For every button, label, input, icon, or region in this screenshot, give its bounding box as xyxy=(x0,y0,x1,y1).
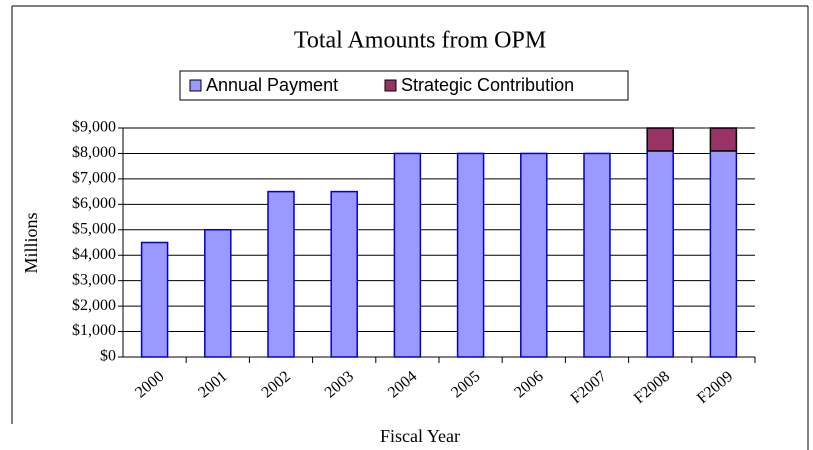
y-tick-label: $4,000 xyxy=(72,246,116,263)
x-tick-label: 2004 xyxy=(385,368,420,402)
bar xyxy=(709,150,738,358)
bar xyxy=(583,152,611,358)
bar xyxy=(456,152,485,358)
bar xyxy=(393,152,422,358)
x-axis-title: Fiscal Year xyxy=(380,426,460,446)
chart-title: Total Amounts from OPM xyxy=(294,28,546,54)
legend-swatch xyxy=(384,79,397,92)
y-tick-label: $8,000 xyxy=(72,144,116,161)
x-tick-label: 2003 xyxy=(322,368,357,402)
y-tick-label: $1,000 xyxy=(72,322,116,339)
y-tick-label: $2,000 xyxy=(72,297,116,314)
y-axis-title: Millions xyxy=(21,212,41,273)
bar xyxy=(140,241,169,358)
bar xyxy=(204,229,232,358)
legend-label: Strategic Contribution xyxy=(401,75,574,95)
bar xyxy=(646,127,674,152)
x-tick-label: F2009 xyxy=(694,368,736,407)
x-tick-label: F2007 xyxy=(568,368,610,407)
x-tick-label: 2005 xyxy=(448,368,483,402)
y-tick-label: $7,000 xyxy=(72,170,116,187)
y-tick-label: $3,000 xyxy=(72,271,116,288)
y-tick-label: $0 xyxy=(100,348,116,365)
x-tick-label: 2002 xyxy=(258,368,293,402)
bar xyxy=(267,190,295,358)
legend-swatch xyxy=(189,79,202,92)
legend-label: Annual Payment xyxy=(206,75,338,95)
y-tick-label: $9,000 xyxy=(72,119,116,136)
bar xyxy=(646,150,674,358)
bar xyxy=(709,127,738,152)
y-tick-label: $6,000 xyxy=(72,195,116,212)
x-tick-label: 2006 xyxy=(511,368,546,402)
legend-box xyxy=(179,70,629,101)
x-tick-label: F2008 xyxy=(631,368,673,407)
x-tick-label: 2000 xyxy=(132,368,167,402)
x-tick-label: 2001 xyxy=(195,368,230,402)
bar xyxy=(330,190,358,358)
bar xyxy=(520,152,548,358)
y-tick-label: $5,000 xyxy=(72,220,116,237)
